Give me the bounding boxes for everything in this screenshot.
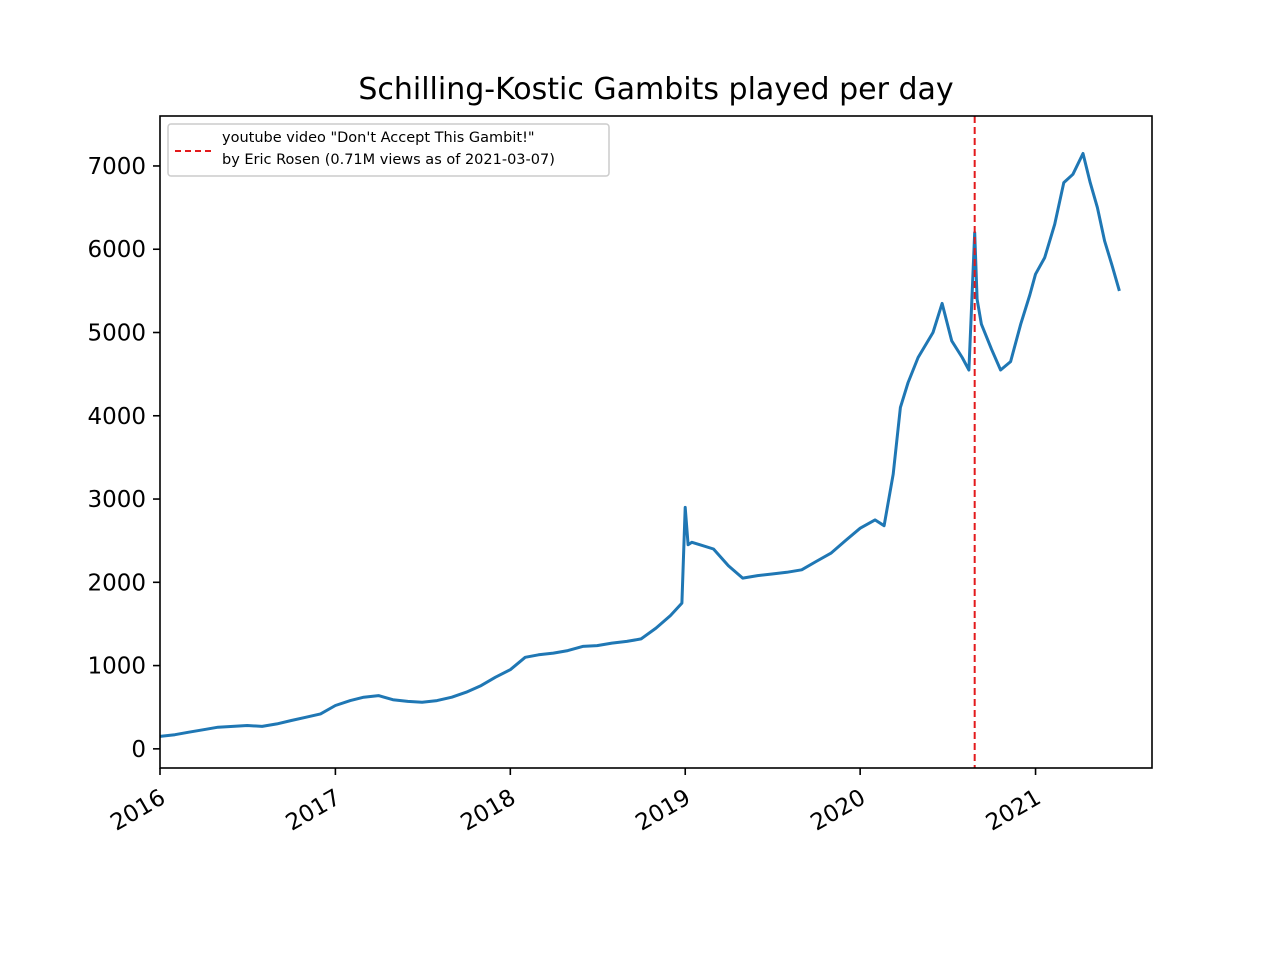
legend: youtube video "Don't Accept This Gambit!… [167, 123, 610, 177]
chart-title: Schilling-Kostic Gambits played per day [358, 72, 953, 107]
y-tick-label: 3000 [87, 487, 146, 513]
plot-area [159, 116, 1121, 768]
axes-frame [159, 115, 1153, 769]
y-tick-label: 4000 [87, 404, 146, 430]
legend-label-line2: by Eric Rosen (0.71M views as of 2021-03… [222, 152, 555, 168]
y-tick-label: 6000 [87, 237, 146, 263]
series-line [159, 152, 1121, 738]
legend-label-line1: youtube video "Don't Accept This Gambit!… [222, 130, 535, 146]
legend-box [167, 123, 610, 177]
y-tick-label: 0 [131, 737, 146, 763]
y-tick-label: 5000 [87, 321, 146, 347]
y-tick-label: 7000 [87, 154, 146, 180]
y-tick-label: 1000 [87, 654, 146, 680]
y-tick-label: 2000 [87, 570, 146, 596]
